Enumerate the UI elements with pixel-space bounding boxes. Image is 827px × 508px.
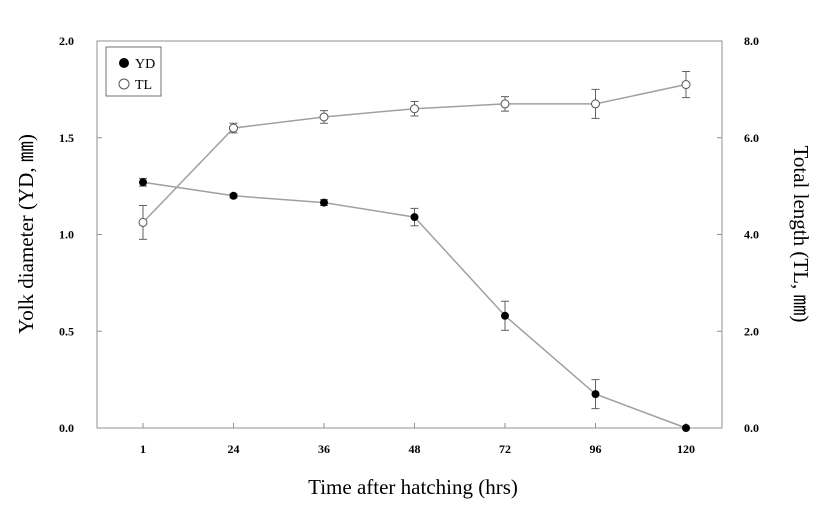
legend-marker-yd	[119, 58, 129, 68]
tick-labels: 0.0 0.5 1.0 1.5 2.0 0.0 2.0 4.0 6.0 8.0 1 24 36 48 72 9…	[59, 34, 759, 456]
legend-label-tl: TL	[135, 78, 152, 93]
legend-marker-tl	[118, 78, 130, 90]
y-axis-left-title: Yolk diameter (YD, ㎜)	[14, 134, 38, 334]
data-point	[319, 112, 329, 122]
data-point	[229, 191, 238, 200]
x-tick-label: 72	[499, 442, 511, 456]
y-left-tick-label: 0.0	[59, 421, 74, 435]
series-layer	[138, 70, 691, 432]
axes	[96, 40, 723, 429]
x-tick-label: 36	[318, 442, 330, 456]
data-point	[591, 390, 600, 399]
y-right-tick-label: 6.0	[744, 131, 759, 145]
data-point	[682, 424, 690, 432]
data-point	[501, 311, 509, 320]
y-right-tick-label: 8.0	[744, 34, 759, 48]
y-right-tick-label: 2.0	[744, 324, 759, 338]
x-tick-label: 1	[140, 442, 146, 456]
x-tick-label: 120	[677, 442, 695, 456]
x-axis-title: Time after hatching (hrs)	[308, 475, 518, 499]
x-tick-label: 24	[228, 442, 240, 456]
data-point	[138, 217, 148, 227]
data-point	[229, 123, 238, 133]
series-tl	[138, 70, 691, 240]
data-point	[410, 104, 419, 114]
plot-frame	[96, 40, 723, 429]
x-tick-label: 96	[590, 442, 602, 456]
y-left-tick-label: 0.5	[59, 324, 74, 338]
data-point	[500, 99, 510, 109]
y-left-tick-label: 1.5	[59, 131, 74, 145]
y-right-tick-label: 0.0	[744, 421, 759, 435]
legend-box	[105, 46, 162, 97]
data-point	[591, 99, 600, 109]
y-axis-right-title: Total length (TL, ㎜)	[789, 146, 813, 323]
legend-label-yd: YD	[135, 57, 155, 72]
y-right-tick-label: 4.0	[744, 228, 759, 242]
y-left-tick-label: 2.0	[59, 34, 74, 48]
data-point	[139, 178, 147, 187]
data-point	[410, 213, 419, 222]
series-yd	[139, 177, 690, 432]
data-point	[320, 198, 328, 207]
data-point	[681, 80, 691, 90]
x-tick-label: 48	[409, 442, 421, 456]
y-left-tick-label: 1.0	[59, 228, 74, 242]
legend: YD TL	[105, 46, 162, 97]
